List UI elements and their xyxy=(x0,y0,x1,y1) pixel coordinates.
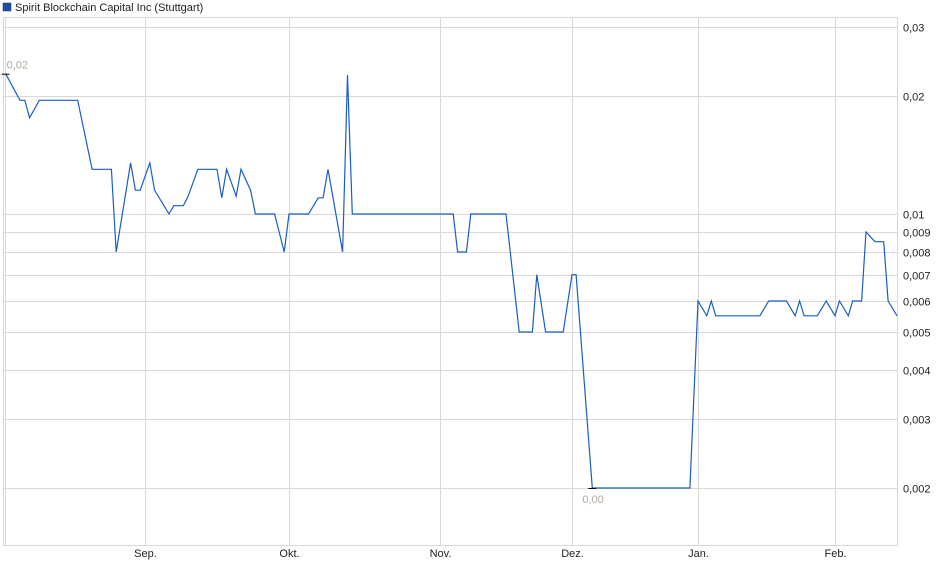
y-tick-label: 0,002 xyxy=(903,484,931,496)
y-tick-label: 0,008 xyxy=(903,248,931,260)
x-tick-label: Okt. xyxy=(279,548,299,560)
legend-label: Spirit Blockchain Capital Inc (Stuttgart… xyxy=(15,2,203,14)
series-line xyxy=(5,73,898,489)
y-tick-label: 0,003 xyxy=(903,415,931,427)
y-tick-label: 0,03 xyxy=(903,23,924,35)
x-tick-label: Jan. xyxy=(688,548,709,560)
x-tick-label: Nov. xyxy=(430,548,452,560)
y-tick-label: 0,005 xyxy=(903,328,931,340)
min-annotation: 0,00 xyxy=(582,494,603,506)
max-annotation: 0,02 xyxy=(7,60,28,72)
x-tick-label: Feb. xyxy=(824,548,846,560)
y-tick-label: 0,007 xyxy=(903,271,931,283)
y-tick-label: 0,01 xyxy=(903,210,924,222)
x-tick-label: Dez. xyxy=(561,548,584,560)
x-axis: Sep. Okt. Nov. Dez. Jan. Feb. xyxy=(134,548,846,560)
grid xyxy=(3,17,898,545)
y-tick-label: 0,004 xyxy=(903,366,931,378)
x-tick-label: Sep. xyxy=(134,548,157,560)
y-tick-label: 0,009 xyxy=(903,228,931,240)
plot-frame xyxy=(3,17,898,546)
y-tick-label: 0,006 xyxy=(903,297,931,309)
legend-swatch xyxy=(2,2,12,12)
y-axis: 0,03 0,02 0,01 0,009 0,008 0,007 0,006 0,005 0,0… xyxy=(903,23,931,496)
series-layer xyxy=(5,73,898,489)
y-tick-label: 0,02 xyxy=(903,92,924,104)
annotations: 0,02 0,00 xyxy=(1,60,604,506)
